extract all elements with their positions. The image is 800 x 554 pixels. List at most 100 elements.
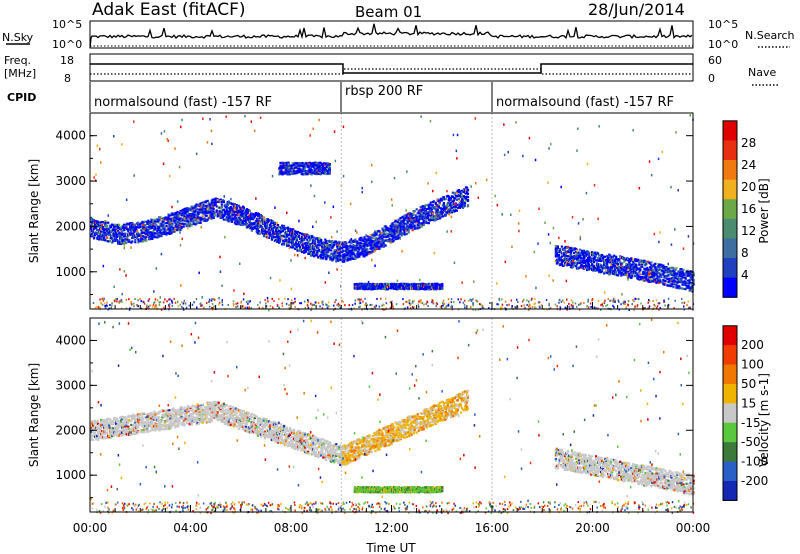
echo-cell (375, 245, 378, 248)
echo-cell (580, 257, 584, 260)
echo-cell (302, 246, 305, 249)
nsearch-tick-top: 10^5 (708, 18, 738, 31)
echo-cell (261, 232, 265, 235)
echo-cell (398, 232, 401, 235)
echo-cell (310, 173, 313, 176)
echo-cell (134, 241, 137, 244)
echo-cell (144, 224, 147, 227)
echo-cell (272, 236, 276, 239)
echo-cell (320, 240, 323, 243)
echo-cell (408, 225, 411, 229)
echo-cell (607, 269, 610, 272)
echo-cell (320, 239, 323, 242)
echo-cell (131, 223, 134, 226)
echo-cell (179, 224, 182, 227)
echo-cell (197, 208, 200, 211)
echo-cell (139, 240, 142, 243)
echo-cell (391, 237, 394, 240)
echo-cell (201, 209, 204, 212)
echo-cell (566, 257, 570, 260)
echo-cell (193, 211, 196, 214)
echo-cell (317, 171, 320, 174)
echo-cell (176, 218, 179, 221)
echo-cell (580, 250, 584, 253)
echo-cell (271, 231, 275, 234)
echo-cell (168, 214, 171, 217)
echo-cell (177, 215, 180, 218)
echo-cell (425, 208, 428, 211)
echo-cell (616, 264, 619, 267)
echo-cell (213, 211, 216, 214)
echo-cell (248, 219, 251, 223)
echo-cell (222, 218, 225, 221)
echo-cell (428, 288, 431, 291)
echo-cell (279, 228, 283, 231)
echo-cell (560, 245, 563, 248)
echo-cell (111, 234, 114, 237)
echo-cell (191, 213, 194, 216)
echo-cell (400, 223, 403, 226)
echo-cell (327, 251, 330, 254)
echo-cell (359, 245, 362, 248)
echo-cell (104, 231, 107, 234)
echo-cell (421, 213, 424, 216)
echo-cell (333, 252, 336, 255)
echo-cell (250, 226, 253, 229)
echo-cell (306, 238, 309, 241)
echo-cell (285, 226, 288, 230)
echo-cell (615, 272, 618, 275)
echo-cell (576, 257, 580, 260)
echo-cell (556, 250, 559, 253)
echo-cell (160, 235, 163, 238)
echo-cell (303, 167, 306, 170)
echo-cell (316, 252, 319, 256)
echo-cell (396, 220, 399, 223)
echo-cell (281, 236, 284, 239)
echo-cell (587, 265, 590, 268)
echo-cell (280, 169, 283, 172)
echo-cell (449, 198, 452, 201)
echo-cell (587, 260, 590, 263)
echo-cell (264, 220, 268, 223)
echo-cell (199, 221, 202, 224)
echo-cell (581, 251, 585, 254)
echo-cell (361, 250, 364, 253)
echo-cell (112, 229, 115, 232)
echo-cell (365, 254, 368, 257)
echo-cell (318, 164, 321, 168)
echo-cell (605, 269, 608, 272)
echo-cell (144, 237, 147, 240)
echo-cell (411, 221, 414, 224)
echo-cell (232, 213, 235, 216)
echo-cell (460, 191, 463, 194)
echo-cell (457, 191, 460, 194)
echo-cell (585, 263, 588, 267)
echo-cell (249, 217, 252, 221)
echo-cell (281, 224, 284, 227)
echo-cell (249, 221, 252, 224)
echo-cell (195, 222, 198, 225)
echo-cell (229, 206, 232, 209)
echo-cell (317, 239, 320, 242)
echo-cell (394, 220, 397, 223)
echo-cell (314, 249, 317, 252)
echo-cell (149, 227, 152, 230)
echo-cell (257, 213, 260, 216)
echo-cell (124, 239, 127, 242)
echo-cell (273, 221, 277, 224)
echo-cell (162, 217, 165, 220)
date-title: 28/Jun/2014 (588, 0, 685, 19)
echo-cell (241, 222, 244, 225)
echo-cell (310, 250, 313, 253)
echo-cell (403, 233, 406, 236)
echo-cell (397, 234, 400, 237)
echo-cell (364, 252, 367, 255)
echo-cell (574, 265, 578, 268)
echo-cell (296, 247, 299, 250)
echo-cell (441, 215, 444, 218)
echo-cell (287, 161, 290, 164)
echo-cell (585, 260, 588, 264)
echo-cell (197, 218, 200, 221)
echo-cell (283, 243, 286, 246)
echo-cell (175, 222, 178, 226)
